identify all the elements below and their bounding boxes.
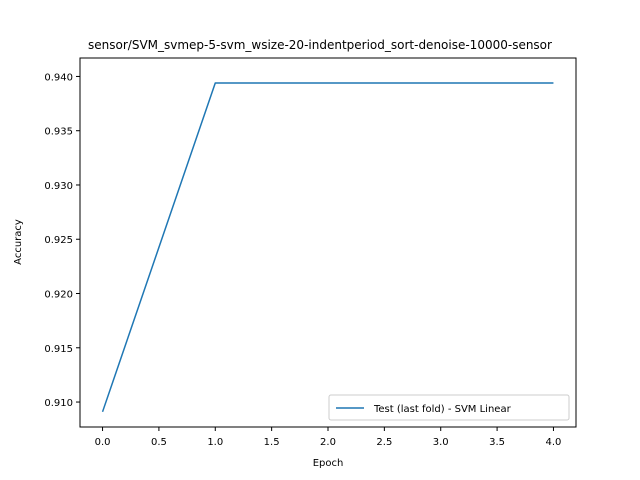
legend-label: Test (last fold) - SVM Linear xyxy=(373,404,512,415)
y-axis: 0.910 0.915 0.920 0.925 0.930 0.935 0.940 xyxy=(44,72,80,409)
series-layer xyxy=(101,82,554,413)
x-tick-label: 0.0 xyxy=(95,437,111,448)
x-axis-label: Epoch xyxy=(313,458,344,469)
x-tick-label: 2.5 xyxy=(376,437,392,448)
y-tick-label: 0.920 xyxy=(44,290,73,301)
y-axis-label: Accuracy xyxy=(13,219,24,265)
legend: Test (last fold) - SVM Linear xyxy=(328,394,570,421)
x-tick-label: 3.5 xyxy=(489,437,505,448)
x-tick-label: 2.0 xyxy=(320,437,336,448)
chart-title: sensor/SVM_svmep-5-svm_wsize-20-indentpe… xyxy=(88,38,552,52)
x-tick-label: 1.5 xyxy=(264,437,280,448)
y-tick-label: 0.940 xyxy=(44,72,73,83)
y-tick-label: 0.930 xyxy=(44,181,73,192)
x-axis: 0.0 0.5 1.0 1.5 2.0 2.5 3.0 3.5 4.0 xyxy=(95,427,562,448)
y-tick-label: 0.925 xyxy=(44,235,73,246)
y-tick-label: 0.910 xyxy=(44,398,73,409)
x-tick-label: 4.0 xyxy=(546,437,562,448)
x-tick-label: 3.0 xyxy=(433,437,449,448)
legend-box xyxy=(328,394,570,421)
y-tick-label: 0.915 xyxy=(44,344,73,355)
x-tick-label: 1.0 xyxy=(207,437,223,448)
x-tick-label: 0.5 xyxy=(151,437,167,448)
y-tick-label: 0.935 xyxy=(44,127,73,138)
